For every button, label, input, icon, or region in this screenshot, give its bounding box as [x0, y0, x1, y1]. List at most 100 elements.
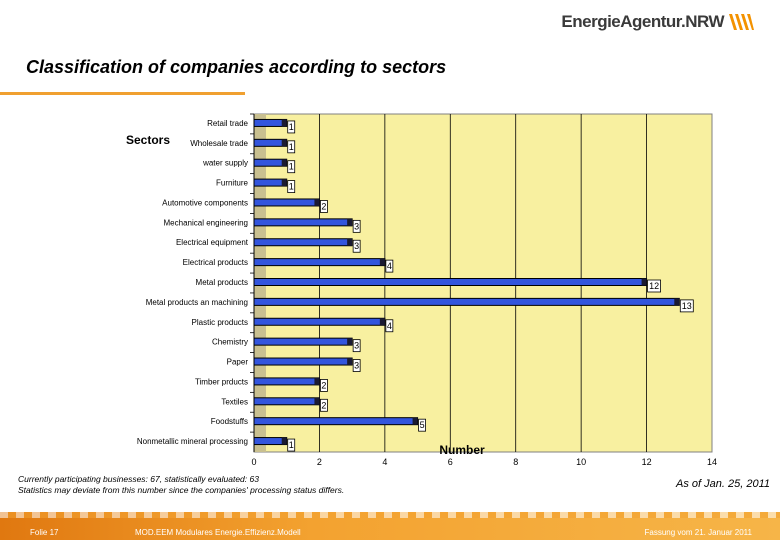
bar — [253, 218, 353, 227]
bar-end-cap — [281, 437, 287, 445]
data-label: 1 — [289, 440, 294, 450]
model-name: MOD.EEM Modulares Energie.Effizienz.Mode… — [135, 528, 301, 537]
data-label-box — [352, 359, 361, 372]
x-tick-label: 10 — [576, 457, 586, 467]
data-label-box — [352, 239, 361, 253]
bar — [253, 278, 648, 286]
bar — [253, 198, 320, 207]
category-label: Metal products — [196, 278, 248, 287]
title-underline — [0, 92, 245, 95]
x-tick-label: 14 — [707, 457, 717, 467]
category-label: Foodstuffs — [211, 417, 248, 426]
category-label: Mechanical engineering — [164, 218, 249, 227]
bar — [253, 357, 353, 366]
data-label: 4 — [387, 321, 392, 331]
logo: EnergieAgentur.NRW — [561, 12, 754, 32]
bar-end-cap — [281, 159, 287, 167]
bar — [253, 337, 353, 346]
bar-end-cap — [314, 377, 320, 385]
category-label: Timber prducts — [195, 377, 248, 386]
data-label-box — [647, 279, 661, 293]
x-tick-label: 6 — [448, 457, 453, 467]
data-label: 3 — [354, 341, 359, 351]
category-label: Metal products an machining — [146, 298, 248, 307]
bar — [253, 377, 320, 386]
bar-end-cap — [674, 298, 680, 306]
participation-note: Currently participating businesses: 67, … — [18, 474, 259, 484]
bar — [253, 317, 386, 326]
data-label: 3 — [354, 361, 359, 371]
category-label: Textiles — [221, 397, 248, 406]
data-label-box — [287, 140, 296, 154]
data-label: 1 — [289, 142, 294, 152]
logo-text: EnergieAgentur.NRW — [561, 12, 724, 31]
bar-end-cap — [314, 397, 320, 405]
bar — [253, 238, 353, 247]
data-label: 2 — [321, 380, 326, 390]
nrw-stripes-icon — [729, 14, 754, 30]
as-of-date: As of Jan. 25, 2011 — [676, 478, 770, 490]
data-label-box — [352, 339, 361, 353]
footer-bar: Folie 17 MOD.EEM Modulares Energie.Effiz… — [0, 512, 780, 540]
data-label-box — [287, 120, 296, 134]
bar — [253, 258, 386, 267]
category-label: Wholesale trade — [190, 139, 248, 148]
data-label-box — [385, 319, 394, 333]
category-label: Furniture — [216, 179, 249, 188]
bar-end-cap — [379, 258, 385, 266]
x-axis-title: Number — [439, 443, 485, 457]
category-label: Plastic products — [192, 318, 248, 327]
data-label: 1 — [289, 162, 294, 172]
bar-end-cap — [641, 278, 647, 286]
category-label: Retail trade — [207, 119, 248, 128]
deviation-note: Statistics may deviate from this number … — [18, 485, 345, 495]
x-tick-label: 4 — [382, 457, 387, 467]
category-label: Nonmetallic mineral processing — [137, 437, 248, 446]
bar-end-cap — [347, 358, 353, 366]
x-tick-label: 2 — [317, 457, 322, 467]
category-label: Electrical equipment — [176, 238, 249, 247]
data-label-box — [287, 438, 296, 452]
data-label: 3 — [354, 221, 359, 231]
bar-end-cap — [347, 218, 353, 226]
bar — [253, 417, 419, 426]
data-label: 1 — [289, 182, 294, 192]
data-label-box — [385, 259, 394, 273]
x-tick-label: 12 — [642, 457, 652, 467]
x-tick-label: 0 — [251, 457, 256, 467]
slide-number: Folie 17 — [30, 528, 59, 537]
bar-end-cap — [281, 139, 287, 147]
category-label: Chemistry — [212, 338, 248, 347]
data-label-box — [320, 379, 328, 392]
bar — [253, 297, 680, 306]
bar-end-cap — [347, 338, 353, 346]
data-label-box — [679, 299, 694, 313]
data-label-box — [320, 398, 328, 412]
category-label: Automotive components — [162, 198, 248, 207]
bar-end-cap — [314, 198, 320, 206]
data-label-box — [418, 418, 426, 432]
category-label: Electrical products — [183, 258, 248, 267]
data-label-box — [320, 200, 328, 213]
x-tick-label: 8 — [513, 457, 518, 467]
data-label: 3 — [354, 241, 359, 251]
bar — [253, 397, 320, 406]
data-label: 13 — [682, 301, 692, 311]
bar-end-cap — [412, 417, 418, 425]
page-title: Classification of companies according to… — [26, 57, 447, 77]
data-label: 2 — [321, 201, 326, 211]
data-label-box — [287, 160, 296, 174]
data-label: 2 — [321, 400, 326, 410]
category-label: Paper — [227, 358, 249, 367]
y-axis-title: Sectors — [126, 133, 171, 147]
category-label: water supply — [202, 159, 248, 168]
bar-end-cap — [281, 119, 287, 127]
data-label: 4 — [387, 261, 392, 271]
bar-end-cap — [281, 179, 287, 187]
data-label: 12 — [649, 281, 659, 291]
bar-end-cap — [379, 318, 385, 326]
data-label: 1 — [289, 122, 294, 132]
bar-end-cap — [347, 238, 353, 246]
footer-pattern — [0, 512, 780, 518]
